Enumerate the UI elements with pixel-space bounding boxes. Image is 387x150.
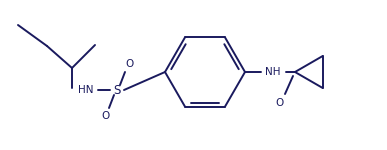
Text: S: S — [113, 84, 121, 96]
Text: O: O — [101, 111, 109, 121]
Text: NH: NH — [265, 67, 281, 77]
Text: HN: HN — [78, 85, 94, 95]
Text: O: O — [125, 59, 133, 69]
Text: O: O — [276, 98, 284, 108]
